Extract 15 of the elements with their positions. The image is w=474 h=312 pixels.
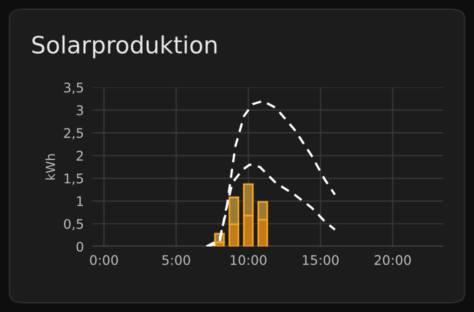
x-tick-label: 20:00 (374, 255, 411, 266)
y-tick-label: 3 (76, 105, 84, 116)
y-tick-label: 0 (76, 242, 84, 252)
y-tick-label: 2,5 (64, 128, 83, 140)
chart-title: Solarproduktion (32, 35, 216, 58)
x-tick-label: 15:00 (302, 255, 339, 266)
y-tick-label: 0,5 (64, 218, 83, 230)
x-tick-label: 0:00 (90, 255, 118, 266)
y-tick-label: 1 (77, 196, 83, 206)
y-tick-label: 3,5 (64, 82, 83, 94)
x-tick-label: 10:00 (230, 255, 266, 266)
x-tick-label: 5:00 (162, 255, 190, 266)
y-axis-title: kWh (45, 154, 55, 180)
y-tick-label: 1,5 (64, 174, 83, 185)
y-tick-label: 2 (76, 150, 83, 161)
